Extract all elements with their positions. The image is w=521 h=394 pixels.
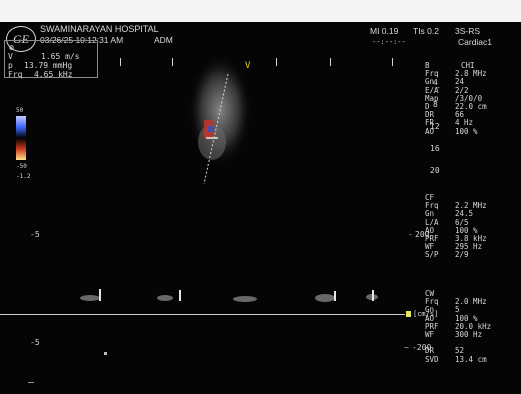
scale-tick [120,58,121,66]
probe-name: 3S-RS [455,26,481,36]
preset-name: Cardiac1 [458,37,493,47]
operator-id: ADM [154,35,173,45]
depth-mark: 16 [430,144,440,153]
color-scale-bar [16,116,26,160]
left-baseline-tick [28,382,34,383]
param-row: PRF 3.8 kHz [425,233,487,243]
param-row: WF 300 Hz [425,329,483,339]
cw-parameters: CW Frq 2.0 MHz Gn 5 AO 100 % PRF 20.0 kHz WF… [425,289,521,364]
velocity-scale-top: 200 [415,230,430,239]
scale-tick [330,58,331,66]
velocity-scale-dash: ~ [404,343,409,352]
param-row: Gn 24.5 [425,209,474,219]
cw-label: CW [425,289,435,298]
pressure-value: 13.79 mmHg [24,61,73,70]
bmode-image [188,54,252,185]
param-row: Frq 2.8 MHz [425,69,487,79]
pressure-label: p [8,61,13,70]
left-scale-upper: -1.2 [16,173,31,180]
param-row: AO 100 % [425,225,478,235]
bmode-value: CHI [461,62,475,70]
param-row: Map/3/0/0 [425,93,483,103]
param-row: AO 100 % [425,313,478,323]
param-row: PRF 20.0 kHz [425,321,492,331]
depth-mark: 4 [433,78,438,87]
param-row: DR 52 [425,346,465,356]
ultrasound-screen: GE SWAMINARAYAN HOSPITAL 03/26/25 10:12:… [0,22,521,394]
param-row: D 22.0 cm [425,101,487,111]
doppler-artifact [104,352,107,355]
measurement-box: ⚙ V 1.65 m/s p 13.79 mmHg Frq 4.65 kHz [4,40,98,79]
image-marker-v: V [245,61,251,71]
param-row: FR 4 Hz [425,118,474,128]
param-row: AO 100 % [425,126,478,136]
param-row: DR 66 [425,110,465,120]
cf-label: CF [425,193,435,202]
doppler-baseline [0,314,405,315]
param-row: Gn 24 [425,77,465,87]
param-row: Gn 5 [425,305,460,315]
param-row: Frq 2.2 MHz [425,201,487,211]
frequency-label: Frq [8,70,23,79]
depth-mark: 12 [430,122,440,131]
param-row: L/A 6/5 [425,217,469,227]
depth-tick-dash: - [436,83,441,92]
cf-parameters: CF Frq 2.2 MHz Gn 24.5 L/A 6/5 AO 100 % PRF 3… [425,193,521,260]
scale-tick [172,58,173,66]
velocity-scale-dash: - [408,230,413,239]
color-scale-top: 50 [16,107,24,114]
param-row: E/A 2/2 [425,85,469,95]
timer-dashes: --:--:-- [372,38,406,46]
left-scale-bottom: -5 [30,338,40,347]
settings-icon: ⚙ [9,43,14,52]
scale-tick [276,58,277,66]
doppler-spectrum [80,289,378,302]
left-scale-top: -5 [30,230,40,239]
frequency-value: 4.65 kHz [34,70,73,79]
velocity-unit: [cm/s] [413,310,439,318]
param-row-spacer [425,339,521,347]
ge-logo: GE [6,26,36,52]
param-row: WF 295 Hz [425,242,483,252]
depth-mark: 20 [430,166,440,175]
bmode-label: B [425,61,430,70]
velocity-label: V [8,52,13,61]
mechanical-index: MI 0.19 [370,26,399,36]
velocity-scale-bottom: -200 [412,343,432,352]
scale-tick [392,58,393,66]
thermal-index: TIs 0.2 [413,26,439,36]
baseline-marker[interactable] [406,311,411,317]
hospital-name: SWAMINARAYAN HOSPITAL [40,24,159,34]
velocity-value: 1.65 m/s [41,52,80,61]
param-row: Frq 2.0 MHz [425,297,487,307]
depth-mark: 8 [433,100,438,109]
param-row: SVD 13.4 cm [425,354,487,364]
logo-text: GE [13,32,29,46]
color-scale-bottom: -50 [16,163,27,170]
param-row: S/P 2/9 [425,250,469,260]
